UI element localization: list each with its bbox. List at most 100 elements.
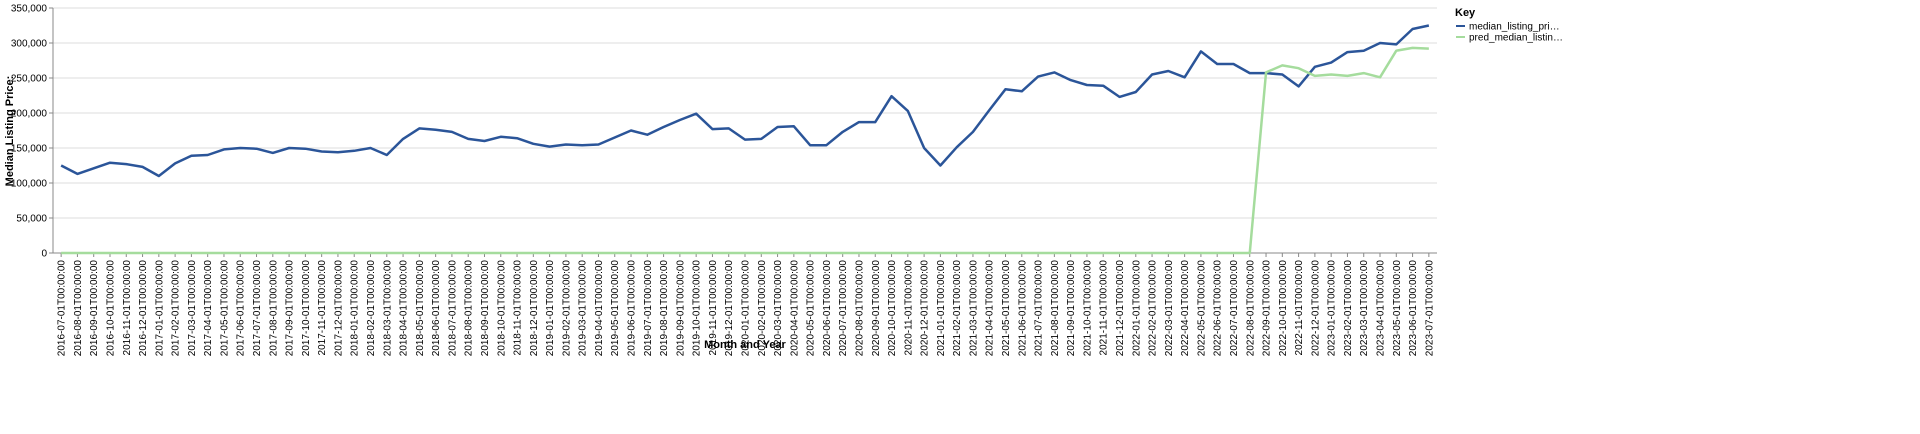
x-tick-label: 2016-07-01T00:00:00 (57, 260, 68, 357)
x-tick-label: 2017-03-01T00:00:00 (187, 260, 198, 357)
x-tick-label: 2019-06-01T00:00:00 (627, 260, 638, 357)
x-tick-label: 2021-06-01T00:00:00 (1017, 260, 1028, 357)
x-tick-label: 2017-05-01T00:00:00 (219, 260, 230, 357)
legend-title: Key (1455, 7, 1476, 19)
x-tick-label: 2018-11-01T00:00:00 (513, 260, 524, 356)
x-tick-label: 2022-02-01T00:00:00 (1148, 260, 1159, 357)
x-tick-label: 2017-09-01T00:00:00 (285, 260, 296, 357)
y-tick-label: 0 (41, 249, 47, 260)
x-tick-label: 2023-03-01T00:00:00 (1359, 260, 1370, 357)
x-tick-label: 2017-08-01T00:00:00 (268, 260, 279, 357)
x-tick-label: 2020-01-01T00:00:00 (741, 260, 752, 357)
x-tick-label: 2022-07-01T00:00:00 (1229, 260, 1240, 357)
x-axis-title: Month and Year (704, 339, 786, 351)
x-tick-label: 2018-01-01T00:00:00 (350, 260, 361, 357)
x-tick-label: 2019-02-01T00:00:00 (561, 260, 572, 357)
x-tick-label: 2023-05-01T00:00:00 (1392, 260, 1403, 357)
x-tick-label: 2018-09-01T00:00:00 (480, 260, 491, 357)
x-tick-label: 2017-01-01T00:00:00 (154, 260, 165, 357)
x-tick-label: 2017-10-01T00:00:00 (301, 260, 312, 357)
x-tick-label: 2022-08-01T00:00:00 (1245, 260, 1256, 357)
y-tick-label: 300,000 (11, 39, 48, 50)
x-tick-label: 2023-01-01T00:00:00 (1327, 260, 1338, 357)
x-tick-label: 2021-02-01T00:00:00 (952, 260, 963, 357)
series-line (60, 24, 1430, 178)
x-tick-label: 2022-09-01T00:00:00 (1262, 260, 1273, 357)
x-tick-label: 2023-06-01T00:00:00 (1408, 260, 1419, 357)
x-tick-label: 2022-12-01T00:00:00 (1310, 260, 1321, 357)
x-tick-label: 2018-02-01T00:00:00 (366, 260, 377, 357)
x-tick-label: 2021-05-01T00:00:00 (1001, 260, 1012, 357)
x-tick-label: 2020-05-01T00:00:00 (806, 260, 817, 357)
x-tick-label: 2020-09-01T00:00:00 (871, 260, 882, 357)
x-tick-label: 2019-04-01T00:00:00 (594, 260, 605, 357)
x-tick-label: 2022-05-01T00:00:00 (1196, 260, 1207, 357)
x-tick-label: 2021-08-01T00:00:00 (1050, 260, 1061, 357)
x-tick-label: 2020-03-01T00:00:00 (773, 260, 784, 357)
x-tick-label: 2017-11-01T00:00:00 (317, 260, 328, 356)
x-tick-label: 2021-03-01T00:00:00 (968, 260, 979, 357)
x-tick-label: 2019-05-01T00:00:00 (610, 260, 621, 357)
x-tick-label: 2019-10-01T00:00:00 (692, 260, 703, 357)
x-tick-label: 2022-06-01T00:00:00 (1213, 260, 1224, 357)
x-tick-label: 2019-08-01T00:00:00 (659, 260, 670, 357)
x-tick-label: 2020-04-01T00:00:00 (789, 260, 800, 357)
x-tick-label: 2019-09-01T00:00:00 (675, 260, 686, 357)
x-tick-label: 2022-03-01T00:00:00 (1164, 260, 1175, 357)
y-tick-label: 350,000 (11, 4, 48, 15)
x-tick-label: 2023-02-01T00:00:00 (1343, 260, 1354, 357)
y-tick-label: 200,000 (11, 109, 48, 120)
x-tick-label: 2023-07-01T00:00:00 (1424, 260, 1435, 357)
x-tick-label: 2021-11-01T00:00:00 (1099, 260, 1110, 356)
x-tick-label: 2020-02-01T00:00:00 (757, 260, 768, 357)
y-tick-label: 150,000 (11, 144, 48, 155)
legend-label: median_listing_pri… (1469, 22, 1560, 33)
x-tick-label: 2016-10-01T00:00:00 (105, 260, 116, 357)
x-tick-label: 2016-09-01T00:00:00 (89, 260, 100, 357)
x-tick-label: 2022-01-01T00:00:00 (1131, 260, 1142, 357)
x-tick-label: 2021-12-01T00:00:00 (1115, 260, 1126, 357)
x-tick-label: 2017-12-01T00:00:00 (333, 260, 344, 357)
x-tick-label: 2019-07-01T00:00:00 (643, 260, 654, 357)
x-tick-label: 2018-05-01T00:00:00 (415, 260, 426, 357)
x-tick-label: 2022-11-01T00:00:00 (1294, 260, 1305, 356)
x-tick-label: 2019-03-01T00:00:00 (578, 260, 589, 357)
x-tick-label: 2019-12-01T00:00:00 (724, 260, 735, 357)
y-tick-label: 250,000 (11, 74, 48, 85)
x-tick-label: 2016-12-01T00:00:00 (138, 260, 149, 357)
x-tick-label: 2021-07-01T00:00:00 (1034, 260, 1045, 357)
x-tick-label: 2018-06-01T00:00:00 (431, 260, 442, 357)
y-tick-label: 50,000 (16, 214, 47, 225)
x-tick-label: 2021-04-01T00:00:00 (985, 260, 996, 357)
x-tick-label: 2016-08-01T00:00:00 (73, 260, 84, 357)
x-tick-label: 2017-06-01T00:00:00 (236, 260, 247, 357)
x-tick-label: 2022-04-01T00:00:00 (1180, 260, 1191, 357)
x-tick-label: 2016-11-01T00:00:00 (122, 260, 133, 356)
x-tick-label: 2020-11-01T00:00:00 (903, 260, 914, 356)
x-tick-label: 2020-08-01T00:00:00 (854, 260, 865, 357)
x-tick-label: 2018-08-01T00:00:00 (464, 260, 475, 357)
x-tick-label: 2017-04-01T00:00:00 (203, 260, 214, 357)
x-tick-label: 2020-07-01T00:00:00 (838, 260, 849, 357)
x-tick-label: 2023-04-01T00:00:00 (1376, 260, 1387, 357)
x-tick-label: 2020-12-01T00:00:00 (920, 260, 931, 357)
x-tick-label: 2021-09-01T00:00:00 (1066, 260, 1077, 357)
x-tick-label: 2017-02-01T00:00:00 (171, 260, 182, 357)
x-tick-label: 2021-10-01T00:00:00 (1082, 260, 1093, 357)
x-tick-label: 2018-03-01T00:00:00 (382, 260, 393, 357)
x-tick-label: 2017-07-01T00:00:00 (252, 260, 263, 357)
x-tick-label: 2021-01-01T00:00:00 (936, 260, 947, 357)
y-tick-label: 100,000 (11, 179, 48, 190)
x-tick-label: 2018-07-01T00:00:00 (447, 260, 458, 357)
x-tick-label: 2018-10-01T00:00:00 (496, 260, 507, 357)
x-tick-label: 2022-10-01T00:00:00 (1278, 260, 1289, 357)
y-axis-title: Median Listing Price: (4, 76, 16, 187)
x-tick-label: 2020-06-01T00:00:00 (822, 260, 833, 357)
x-tick-label: 2019-01-01T00:00:00 (545, 260, 556, 357)
x-tick-label: 2019-11-01T00:00:00 (708, 260, 719, 356)
legend-label: pred_median_listin… (1469, 33, 1563, 44)
x-tick-label: 2020-10-01T00:00:00 (887, 260, 898, 357)
x-tick-label: 2018-12-01T00:00:00 (529, 260, 540, 357)
